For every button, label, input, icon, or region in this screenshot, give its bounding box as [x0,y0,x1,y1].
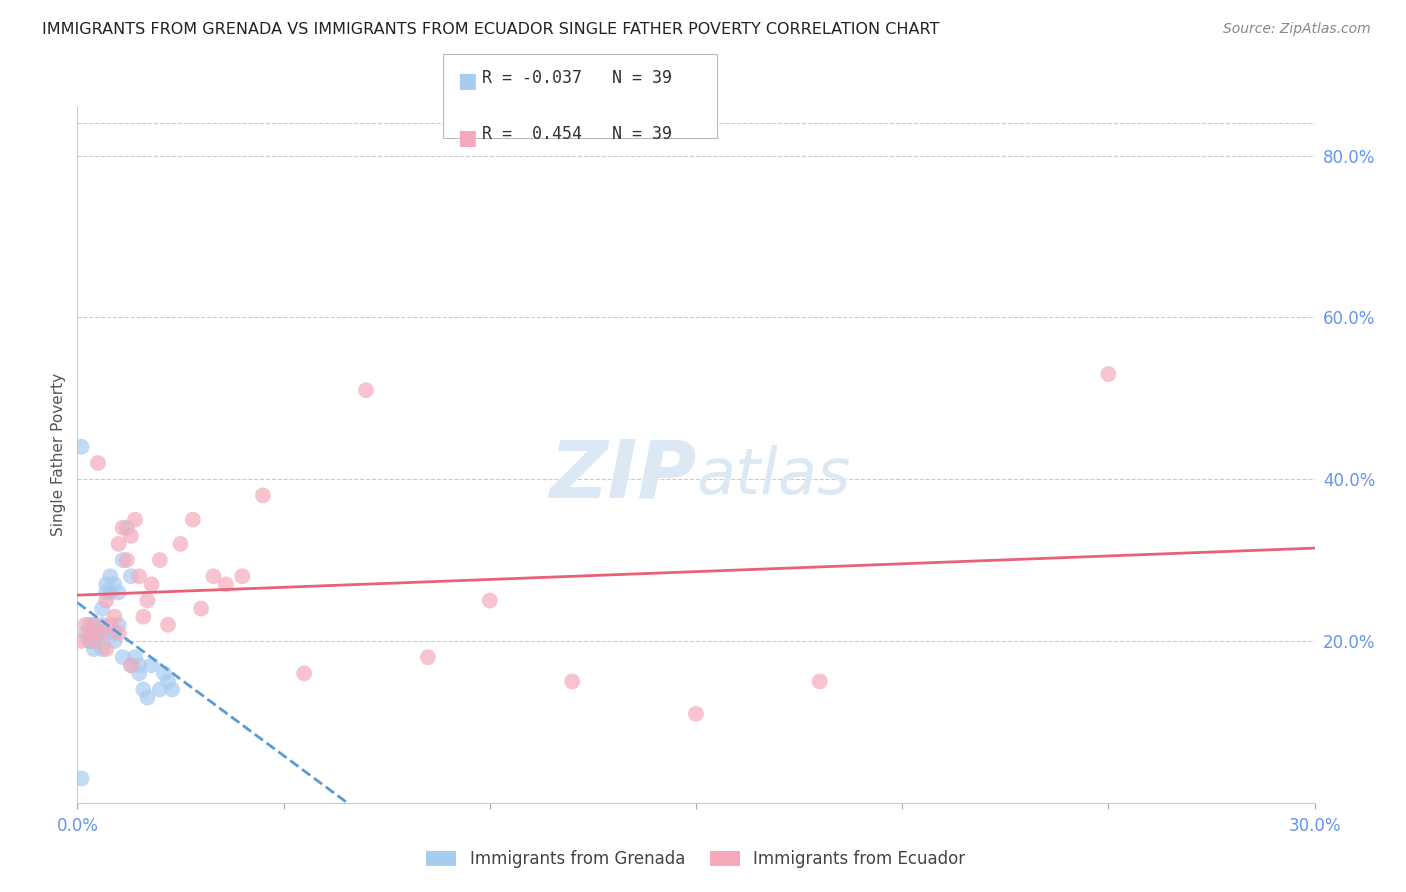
Point [83,617,105,632]
Point [70,634,93,648]
Point [141,577,163,591]
Point [70,772,93,786]
Text: Source: ZipAtlas.com: Source: ZipAtlas.com [1223,22,1371,37]
Point [160,682,183,697]
Point [79,634,101,648]
Point [107,537,129,551]
Point [149,553,172,567]
Point [1097,367,1119,381]
Point [124,513,146,527]
Point [292,666,315,681]
Point [124,650,146,665]
Point [136,593,159,607]
Point [83,634,105,648]
Point [132,682,155,697]
Point [91,601,114,615]
Point [157,674,180,689]
Point [103,609,125,624]
Text: R =  0.454   N = 39: R = 0.454 N = 39 [482,125,672,143]
Point [120,658,142,673]
Point [96,577,118,591]
Point [103,626,125,640]
Point [132,609,155,624]
Point [153,666,176,681]
Point [96,585,118,599]
Point [87,634,110,648]
Point [136,690,159,705]
Point [128,666,150,681]
Point [685,706,707,721]
Point [75,617,97,632]
Point [202,569,225,583]
Text: ■: ■ [457,71,477,91]
Point [83,634,105,648]
Point [157,617,180,632]
Point [96,593,118,607]
Point [83,617,105,632]
Point [70,440,93,454]
Point [128,569,150,583]
Point [111,553,134,567]
Point [91,642,114,657]
Point [231,569,253,583]
Point [107,585,129,599]
Point [115,553,138,567]
Text: R = -0.037   N = 39: R = -0.037 N = 39 [482,69,672,87]
Point [181,513,204,527]
Point [141,658,163,673]
Point [98,569,121,583]
Point [83,642,105,657]
Point [75,626,97,640]
Point [128,658,150,673]
Text: ■: ■ [457,128,477,147]
Text: IMMIGRANTS FROM GRENADA VS IMMIGRANTS FROM ECUADOR SINGLE FATHER POVERTY CORRELA: IMMIGRANTS FROM GRENADA VS IMMIGRANTS FR… [42,22,939,37]
Point [91,617,114,632]
Point [111,521,134,535]
Point [215,577,238,591]
Point [98,585,121,599]
Text: ZIP: ZIP [548,437,696,515]
Point [354,383,377,397]
Point [103,577,125,591]
Point [190,601,212,615]
Point [478,593,501,607]
Point [87,456,110,470]
Point [120,569,142,583]
Point [96,626,118,640]
Point [561,674,583,689]
Point [79,617,101,632]
Point [107,626,129,640]
Point [103,634,125,648]
Point [169,537,191,551]
Point [111,650,134,665]
Point [107,617,129,632]
Point [416,650,439,665]
Point [252,488,274,502]
Legend: Immigrants from Grenada, Immigrants from Ecuador: Immigrants from Grenada, Immigrants from… [420,843,972,874]
Point [79,626,101,640]
Text: atlas: atlas [696,445,851,507]
Point [79,634,101,648]
Point [87,626,110,640]
Point [149,682,172,697]
Point [120,529,142,543]
Point [120,658,142,673]
Point [808,674,831,689]
Point [115,521,138,535]
Point [91,626,114,640]
Point [96,642,118,657]
Point [98,617,121,632]
Y-axis label: Single Father Poverty: Single Father Poverty [51,374,66,536]
